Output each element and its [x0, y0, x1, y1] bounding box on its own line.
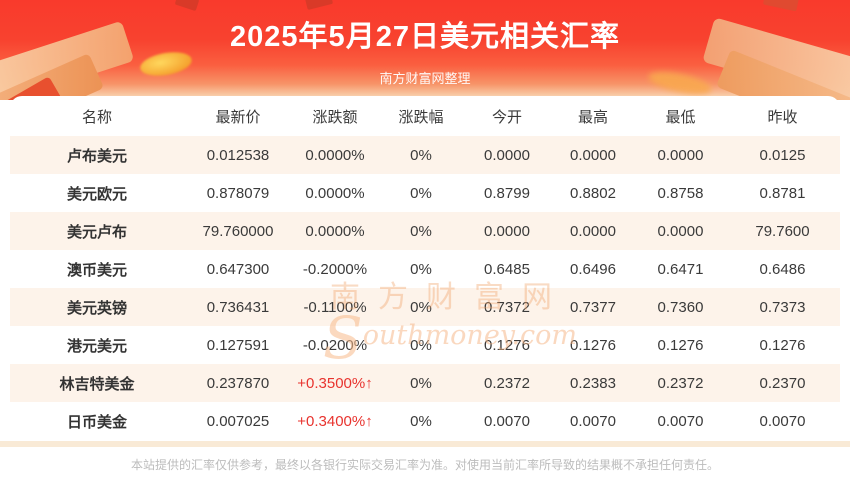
table-row: 美元欧元 0.878079 0.0000% 0% 0.8799 0.8802 0… — [10, 174, 840, 212]
column-header-open: 今开 — [491, 108, 522, 126]
prev-close-price: 0.8781 — [759, 184, 806, 202]
latest-price: 0.007025 — [206, 412, 270, 430]
table-row: 美元英镑 0.736431 -0.1100% 0% 0.7372 0.7377 … — [10, 288, 840, 326]
change-percent: 0% — [410, 412, 432, 430]
change-amount: +0.3400%↑ — [297, 412, 373, 430]
latest-price: 0.127591 — [206, 336, 270, 354]
low-price: 0.7360 — [657, 298, 704, 316]
open-price: 0.1276 — [484, 336, 530, 354]
prev-close-price: 79.7600 — [755, 222, 810, 240]
pair-name: 卢布美元 — [66, 147, 127, 165]
pair-name: 日币美金 — [66, 413, 127, 431]
column-header-high: 最高 — [577, 108, 608, 126]
column-header-latest: 最新价 — [215, 108, 261, 126]
high-price: 0.7377 — [570, 298, 616, 316]
low-price: 0.6471 — [657, 260, 704, 278]
latest-price: 0.012538 — [206, 146, 270, 164]
latest-price: 0.237870 — [206, 374, 270, 392]
low-price: 0.1276 — [657, 336, 704, 354]
high-price: 0.0070 — [570, 412, 616, 430]
change-percent: 0% — [410, 184, 432, 202]
column-header-change: 涨跌额 — [312, 108, 358, 126]
latest-price: 0.647300 — [206, 260, 270, 278]
prev-close-price: 0.0070 — [759, 412, 806, 430]
pair-name: 美元卢布 — [66, 223, 127, 241]
pair-name: 美元英镑 — [66, 299, 127, 317]
page-subtitle: 南方财富网整理 — [379, 71, 471, 86]
change-amount: +0.3500%↑ — [297, 374, 373, 392]
change-percent: 0% — [410, 336, 432, 354]
table-row: 卢布美元 0.012538 0.0000% 0% 0.0000 0.0000 0… — [10, 136, 840, 174]
change-percent: 0% — [410, 374, 432, 392]
change-amount: -0.2000% — [302, 260, 368, 278]
prev-close-price: 0.1276 — [759, 336, 806, 354]
prev-close-price: 0.7373 — [759, 298, 806, 316]
high-price: 0.0000 — [570, 222, 616, 240]
open-price: 0.0000 — [484, 146, 530, 164]
high-price: 0.1276 — [570, 336, 616, 354]
footer-divider — [0, 441, 850, 447]
header-banner: 2025年5月27日美元相关汇率 南方财富网整理 — [0, 0, 850, 100]
change-amount: -0.0200% — [302, 336, 368, 354]
table-row: 林吉特美金 0.237870 +0.3500%↑ 0% 0.2372 0.238… — [10, 364, 840, 402]
latest-price: 79.760000 — [202, 222, 274, 240]
open-price: 0.2372 — [484, 374, 530, 392]
table-row: 港元美元 0.127591 -0.0200% 0% 0.1276 0.1276 … — [10, 326, 840, 364]
latest-price: 0.878079 — [206, 184, 270, 202]
prev-close-price: 0.6486 — [759, 260, 806, 278]
disclaimer-text: 本站提供的汇率仅供参考，最终以各银行实际交易汇率为准。对使用当前汇率所导致的结果… — [130, 458, 719, 472]
low-price: 0.0000 — [657, 222, 704, 240]
high-price: 0.0000 — [570, 146, 616, 164]
low-price: 0.8758 — [657, 184, 704, 202]
prev-close-price: 0.0125 — [759, 146, 806, 164]
table-header-row: 名称 最新价 涨跌额 涨跌幅 今开 最高 最低 昨收 — [10, 96, 840, 136]
low-price: 0.0070 — [657, 412, 704, 430]
change-amount: 0.0000% — [305, 222, 365, 240]
table-row: 美元卢布 79.760000 0.0000% 0% 0.0000 0.0000 … — [10, 212, 840, 250]
open-price: 0.7372 — [484, 298, 530, 316]
change-percent: 0% — [410, 222, 432, 240]
high-price: 0.8802 — [570, 184, 616, 202]
page-title: 2025年5月27日美元相关汇率 — [230, 21, 620, 53]
pair-name: 港元美元 — [66, 337, 127, 355]
table-row: 日币美金 0.007025 +0.3400%↑ 0% 0.0070 0.0070… — [10, 402, 840, 440]
open-price: 0.8799 — [484, 184, 530, 202]
change-amount: 0.0000% — [305, 146, 365, 164]
change-percent: 0% — [410, 298, 432, 316]
open-price: 0.0000 — [484, 222, 530, 240]
column-header-name: 名称 — [81, 108, 112, 126]
table-row: 澳币美元 0.647300 -0.2000% 0% 0.6485 0.6496 … — [10, 250, 840, 288]
low-price: 0.0000 — [657, 146, 704, 164]
pair-name: 林吉特美金 — [59, 375, 135, 393]
change-percent: 0% — [410, 260, 432, 278]
change-amount: 0.0000% — [305, 184, 365, 202]
high-price: 0.2383 — [570, 374, 616, 392]
change-amount: -0.1100% — [303, 298, 367, 316]
open-price: 0.6485 — [484, 260, 530, 278]
column-header-low: 最低 — [665, 108, 696, 126]
open-price: 0.0070 — [484, 412, 530, 430]
pair-name: 澳币美元 — [66, 261, 127, 279]
change-percent: 0% — [410, 146, 432, 164]
prev-close-price: 0.2370 — [759, 374, 806, 392]
low-price: 0.2372 — [657, 374, 704, 392]
pair-name: 美元欧元 — [66, 185, 127, 203]
latest-price: 0.736431 — [206, 298, 270, 316]
rates-table: 名称 最新价 涨跌额 涨跌幅 今开 最高 最低 昨收 卢布美元 0.012538… — [10, 96, 840, 440]
high-price: 0.6496 — [570, 260, 616, 278]
column-header-change-pct: 涨跌幅 — [398, 108, 444, 126]
column-header-prev-close: 昨收 — [767, 108, 798, 126]
